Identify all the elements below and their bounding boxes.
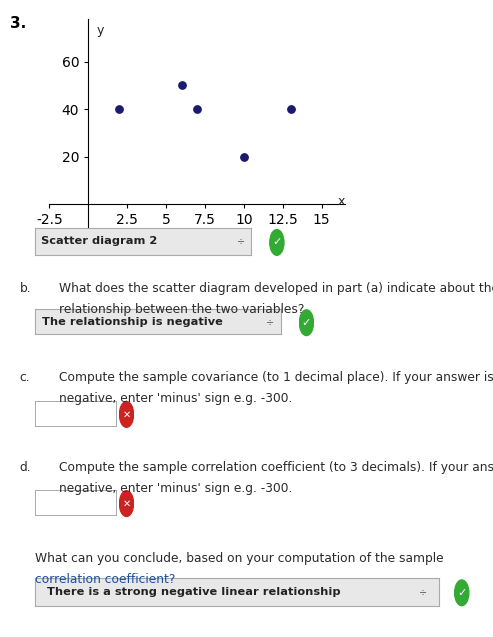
Text: negative, enter 'minus' sign e.g. -300.: negative, enter 'minus' sign e.g. -300. (59, 392, 292, 405)
Text: The relationship is negative: The relationship is negative (42, 317, 223, 327)
Point (177, 80, 185, 90)
Text: b.: b. (20, 282, 32, 295)
Point (240, 152, 248, 162)
Point (115, 104, 123, 114)
Circle shape (119, 401, 134, 427)
Text: ✓: ✓ (272, 238, 282, 247)
Text: Compute the sample correlation coefficient (to 3 decimals). If your answer is: Compute the sample correlation coefficie… (59, 461, 493, 473)
Text: What can you conclude, based on your computation of the sample: What can you conclude, based on your com… (35, 552, 443, 564)
Text: relationship between the two variables?: relationship between the two variables? (59, 303, 305, 316)
Text: ÷: ÷ (419, 587, 426, 597)
Point (193, 104, 201, 114)
Text: ÷: ÷ (237, 236, 245, 247)
Text: ✕: ✕ (122, 410, 131, 419)
Text: ÷: ÷ (266, 317, 274, 327)
Text: ✓: ✓ (302, 318, 311, 327)
Text: correlation coefficient?: correlation coefficient? (35, 573, 175, 585)
Circle shape (119, 490, 134, 517)
Text: ✕: ✕ (122, 499, 131, 508)
Text: y: y (97, 24, 105, 37)
Text: negative, enter 'minus' sign e.g. -300.: negative, enter 'minus' sign e.g. -300. (59, 482, 292, 494)
Text: c.: c. (20, 371, 31, 384)
Circle shape (455, 580, 469, 606)
Text: There is a strong negative linear relationship: There is a strong negative linear relati… (47, 587, 340, 597)
Text: What does the scatter diagram developed in part (a) indicate about the: What does the scatter diagram developed … (59, 282, 493, 295)
Text: Scatter diagram 2: Scatter diagram 2 (41, 236, 157, 247)
Text: ✓: ✓ (457, 588, 466, 598)
Text: 3.: 3. (10, 16, 26, 31)
Circle shape (299, 310, 314, 336)
Text: x: x (337, 195, 345, 208)
Circle shape (270, 229, 284, 255)
Point (286, 104, 294, 114)
Text: d.: d. (20, 461, 32, 473)
Text: Compute the sample covariance (to 1 decimal place). If your answer is: Compute the sample covariance (to 1 deci… (59, 371, 493, 384)
